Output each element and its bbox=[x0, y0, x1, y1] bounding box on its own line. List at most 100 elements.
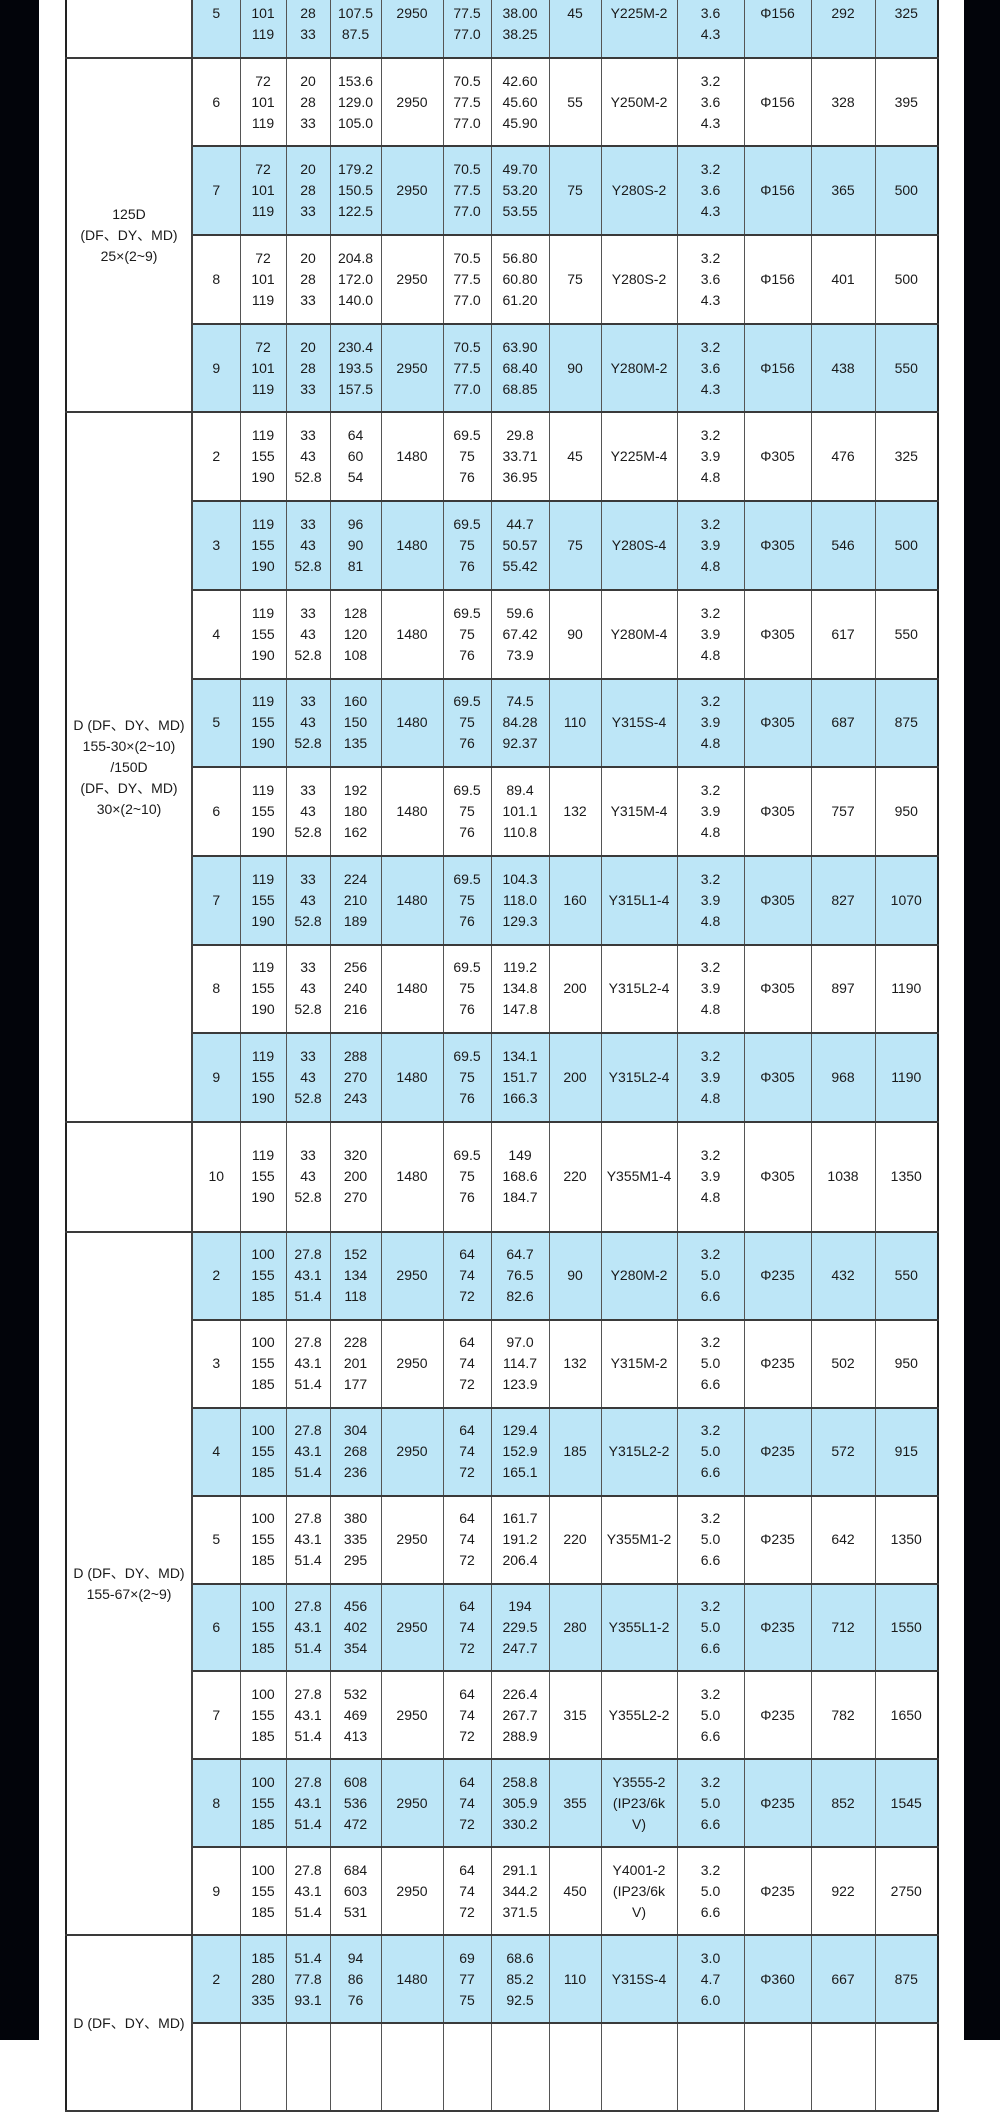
motor-model-cell: Y280M-2 bbox=[600, 322, 678, 414]
speed-cell: 1480 bbox=[380, 500, 444, 591]
motor-weight-cell bbox=[874, 2022, 939, 2112]
npsh-cell: 3.2 3.9 4.8 bbox=[676, 1032, 745, 1123]
pump-weight-cell: 502 bbox=[810, 1318, 876, 1409]
head-cell: 20 28 33 bbox=[285, 234, 331, 325]
flow-cell: 72 101 119 bbox=[239, 145, 287, 237]
motor-weight-cell: 1070 bbox=[874, 854, 939, 946]
efficiency-cell: 70.5 77.5 77.0 bbox=[442, 234, 492, 325]
npsh-cell: 3.2 3.9 4.8 bbox=[676, 766, 745, 857]
pressure-cell bbox=[329, 2022, 382, 2112]
flow-cell: 119 155 190 bbox=[239, 411, 287, 503]
efficiency-cell: 64 74 72 bbox=[442, 1758, 492, 1849]
motor-model-cell: Y355M1-4 bbox=[600, 1120, 678, 1233]
stage-cell: 8 bbox=[191, 943, 241, 1035]
speed-cell: 2950 bbox=[380, 56, 444, 148]
left-black-border bbox=[0, 0, 39, 2040]
flow-cell: 119 155 190 bbox=[239, 943, 287, 1035]
npsh-cell: 3.2 3.6 4.3 bbox=[676, 322, 745, 414]
motor-model-cell: Y315M-4 bbox=[600, 766, 678, 857]
impeller-diameter-cell: Φ305 bbox=[743, 500, 812, 591]
shaft-power-cell: 258.8 305.9 330.2 bbox=[490, 1758, 550, 1849]
efficiency-cell: 64 74 72 bbox=[442, 1582, 492, 1673]
flow-cell: 72 101 119 bbox=[239, 56, 287, 148]
speed-cell: 1480 bbox=[380, 1934, 444, 2025]
right-black-border bbox=[964, 0, 1000, 2040]
motor-weight-cell: 1350 bbox=[874, 1494, 939, 1585]
npsh-cell: 3.2 3.9 4.8 bbox=[676, 1120, 745, 1233]
head-cell: 20 28 33 bbox=[285, 145, 331, 237]
speed-cell: 2950 bbox=[380, 0, 444, 59]
pressure-cell: 230.4 193.5 157.5 bbox=[329, 322, 382, 414]
impeller-diameter-cell: Φ235 bbox=[743, 1582, 812, 1673]
efficiency-cell: 69.5 75 76 bbox=[442, 500, 492, 591]
flow-cell: 119 155 190 bbox=[239, 677, 287, 769]
pump-weight-cell: 328 bbox=[810, 56, 876, 148]
impeller-diameter-cell: Φ235 bbox=[743, 1318, 812, 1409]
flow-cell: 119 155 190 bbox=[239, 500, 287, 591]
flow-cell bbox=[239, 2022, 287, 2112]
pump-weight-cell: 642 bbox=[810, 1494, 876, 1585]
stage-cell: 8 bbox=[191, 234, 241, 325]
motor-weight-cell: 325 bbox=[874, 411, 939, 503]
table-row: D (DF、DY、MD) 2 185 280 335 51.4 77.8 93.1 94… bbox=[66, 1934, 939, 2112]
stage-cell: 4 bbox=[191, 588, 241, 680]
speed-cell: 1480 bbox=[380, 1120, 444, 1233]
motor-power-cell: 280 bbox=[548, 1582, 602, 1673]
head-cell: 33 43 52.8 bbox=[285, 500, 331, 591]
pump-weight-cell: 617 bbox=[810, 588, 876, 680]
motor-weight-cell: 395 bbox=[874, 56, 939, 148]
motor-power-cell: 45 bbox=[548, 411, 602, 503]
head-cell: 27.8 43.1 51.4 bbox=[285, 1758, 331, 1849]
head-cell: 33 43 52.8 bbox=[285, 943, 331, 1035]
flow-cell: 72 101 119 bbox=[239, 322, 287, 414]
head-cell: 51.4 77.8 93.1 bbox=[285, 1934, 331, 2025]
shaft-power-cell: 134.1 151.7 166.3 bbox=[490, 1032, 550, 1123]
speed-cell: 2950 bbox=[380, 1406, 444, 1497]
motor-power-cell: 200 bbox=[548, 943, 602, 1035]
head-cell: 27.8 43.1 51.4 bbox=[285, 1582, 331, 1673]
shaft-power-cell: 161.7 191.2 206.4 bbox=[490, 1494, 550, 1585]
table-row: D (DF、DY、MD) 155-67×(2~9) 2 100 155 185 27.… bbox=[66, 1230, 939, 1937]
head-cell: 33 43 52.8 bbox=[285, 588, 331, 680]
pump-weight-cell: 476 bbox=[810, 411, 876, 503]
motor-power-cell: 450 bbox=[548, 1846, 602, 1937]
motor-model-cell: Y280S-4 bbox=[600, 500, 678, 591]
motor-power-cell: 185 bbox=[548, 1406, 602, 1497]
npsh-cell: 3.2 3.9 4.8 bbox=[676, 854, 745, 946]
motor-weight-cell: 1190 bbox=[874, 1032, 939, 1123]
table-row: 4 100 155 185 27.8 43.1 51.4 304 268 236 295… bbox=[66, 1406, 939, 1497]
stage-cell: 6 bbox=[191, 56, 241, 148]
head-cell bbox=[285, 2022, 331, 2112]
motor-weight-cell: 500 bbox=[874, 234, 939, 325]
stage-cell: 7 bbox=[191, 1670, 241, 1761]
speed-cell: 2950 bbox=[380, 145, 444, 237]
motor-power-cell: 55 bbox=[548, 56, 602, 148]
table-row: 8 100 155 185 27.8 43.1 51.4 608 536 472 295… bbox=[66, 1758, 939, 1849]
motor-model-cell: Y280S-2 bbox=[600, 234, 678, 325]
table-row: 5 101 119 28 33 107.5 87.5 2950 77.5 77.0… bbox=[66, 0, 939, 59]
motor-weight-cell: 325 bbox=[874, 0, 939, 59]
speed-cell: 2950 bbox=[380, 234, 444, 325]
motor-power-cell: 75 bbox=[548, 500, 602, 591]
efficiency-cell: 64 74 72 bbox=[442, 1406, 492, 1497]
motor-power-cell: 220 bbox=[548, 1120, 602, 1233]
npsh-cell: 3.2 5.0 6.6 bbox=[676, 1230, 745, 1321]
table-row: D (DF、DY、MD) 155-30×(2~10) /150D (DF、DY、… bbox=[66, 411, 939, 1123]
motor-power-cell: 75 bbox=[548, 234, 602, 325]
speed-cell: 2950 bbox=[380, 1670, 444, 1761]
speed-cell: 2950 bbox=[380, 1846, 444, 1937]
shaft-power-cell: 49.70 53.20 53.55 bbox=[490, 145, 550, 237]
pump-weight-cell: 922 bbox=[810, 1846, 876, 1937]
pressure-cell: 153.6 129.0 105.0 bbox=[329, 56, 382, 148]
table-row: 8 119 155 190 33 43 52.8 256 240 216 1480 69.… bbox=[66, 943, 939, 1035]
pressure-cell: 304 268 236 bbox=[329, 1406, 382, 1497]
npsh-cell: 3.2 5.0 6.6 bbox=[676, 1494, 745, 1585]
pump-weight-cell: 365 bbox=[810, 145, 876, 237]
npsh-cell: 3.2 3.9 4.8 bbox=[676, 411, 745, 503]
stage-cell: 3 bbox=[191, 1318, 241, 1409]
flow-cell: 100 155 185 bbox=[239, 1406, 287, 1497]
speed-cell: 2950 bbox=[380, 1582, 444, 1673]
flow-cell: 119 155 190 bbox=[239, 1032, 287, 1123]
table-row: 125D (DF、DY、MD) 25×(2~9) 6 72 101 119 20 28… bbox=[66, 56, 939, 414]
pressure-cell: 380 335 295 bbox=[329, 1494, 382, 1585]
